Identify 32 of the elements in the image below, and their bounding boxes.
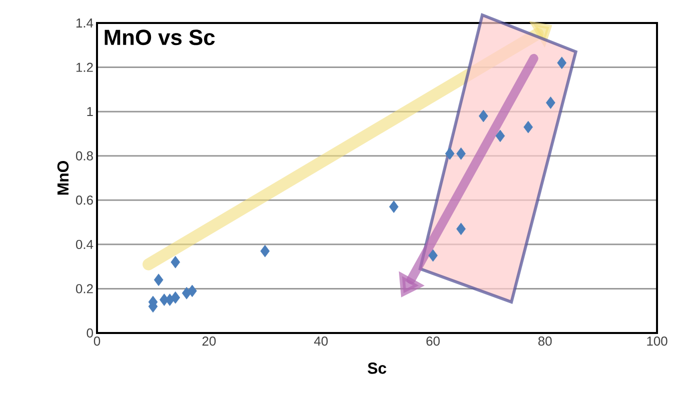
y-tick-label: 0.6 <box>76 196 93 205</box>
point <box>456 222 466 236</box>
point <box>478 110 488 122</box>
y-tick-label: 1.4 <box>76 18 94 28</box>
x-tick-label: 40 <box>314 336 328 346</box>
y-tick-label: 1 <box>87 107 93 116</box>
point <box>524 120 533 134</box>
point <box>154 274 164 286</box>
point <box>170 291 180 304</box>
x-tick-label: 0 <box>94 336 100 346</box>
x-tick-label: 100 <box>647 336 668 346</box>
y-tick-label: 0 <box>86 328 93 338</box>
point <box>456 147 466 160</box>
x-tick-label: 20 <box>202 336 216 346</box>
x-tick-label: 80 <box>538 336 552 346</box>
point <box>188 284 197 298</box>
point <box>389 200 398 213</box>
y-tick-label: 0.8 <box>76 151 93 160</box>
chart-title: MnO vs Sc <box>104 30 215 46</box>
point <box>496 130 505 142</box>
point <box>546 96 556 109</box>
x-tick-label: 60 <box>426 336 440 346</box>
y-axis-title: MnO <box>57 160 69 195</box>
point <box>445 147 454 160</box>
point <box>260 244 270 258</box>
x-axis-title: Sc <box>368 362 386 374</box>
point <box>428 249 438 262</box>
y-tick-label: 1.2 <box>76 62 93 72</box>
point <box>170 256 180 268</box>
point <box>557 56 566 70</box>
y-tick-label: 0.4 <box>76 240 94 250</box>
y-tick-label: 0.2 <box>76 284 93 294</box>
